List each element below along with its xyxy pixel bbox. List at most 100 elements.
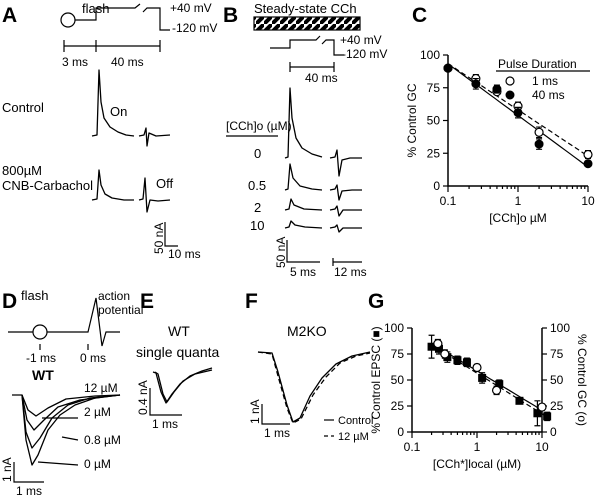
row-control-label: Control — [2, 100, 44, 115]
legend-title: Pulse Duration — [498, 57, 577, 71]
trace-b-2-on — [284, 198, 323, 211]
y-axis-label: % Control EPSC (■) — [369, 326, 383, 433]
conc-label-d-0: 0 µM — [84, 457, 111, 471]
control-off-trace — [138, 127, 171, 147]
data-point-open-circle — [433, 339, 443, 349]
time-short-label: 3 ms — [62, 55, 88, 69]
flash-circle-icon — [60, 12, 76, 28]
voltage-neg-label: -120 mV — [172, 21, 217, 35]
y-tick-label-right: 75 — [550, 347, 564, 361]
time-bracket — [63, 40, 161, 52]
voltage-protocol-trace — [75, 3, 170, 31]
wt-label-d: WT — [32, 367, 54, 383]
trace-b-1-off — [329, 184, 362, 201]
y-tick-label: 50 — [427, 114, 441, 128]
panel-label-c: C — [412, 4, 427, 27]
y-tick-label-right: 25 — [550, 399, 564, 413]
conc-label-1: 0.5 — [248, 178, 266, 193]
data-point-filled-square — [462, 358, 471, 367]
conc-label-d-2: 2 µM — [84, 405, 111, 419]
trace-b-0-on — [284, 87, 323, 159]
panel-label-b: B — [223, 4, 238, 27]
x-tick-label: 10 — [581, 194, 595, 208]
panel-a: A flash +40 mV -120 mV 3 ms 40 ms Contro… — [2, 1, 217, 261]
data-point-filled-square — [533, 409, 542, 418]
scale-y-label: 50 nA — [152, 223, 166, 254]
data-point-filled-circle — [443, 63, 453, 73]
legend-label: 40 ms — [532, 88, 565, 102]
scale-y-label-d: 1 nA — [0, 457, 14, 482]
data-point-filled-circle — [471, 79, 481, 89]
y-tick-label-right: 100 — [550, 321, 570, 335]
data-point-open-circle — [440, 349, 450, 359]
y-tick-label: 100 — [420, 48, 440, 62]
voltage-neg-label-b: -120 mV — [342, 47, 387, 61]
trace-f-control — [257, 351, 371, 423]
scale-x1-label-b: 5 ms — [290, 265, 316, 279]
y-tick-label: 0 — [433, 179, 440, 193]
trace-b-3-off — [329, 224, 362, 233]
flash-label-d: flash — [21, 288, 48, 303]
data-point-filled-circle — [513, 108, 523, 118]
conc-label-d-08: 0.8 µM — [84, 433, 121, 447]
arrow-lines-d — [37, 417, 79, 466]
conc-label-3: 10 — [250, 218, 264, 233]
legend-marker-open-circle — [505, 76, 515, 86]
y-tick-label: 25 — [427, 146, 441, 160]
scale-bar-b — [286, 240, 362, 266]
time-long-label-b: 40 ms — [305, 71, 338, 85]
panel-c: C 0 25 50 75 100 0.1 1 10 [CCh]o µM % Control GC P… — [405, 4, 595, 225]
single-quanta-label: single quanta — [136, 344, 220, 360]
time-long-label: 40 ms — [111, 55, 144, 69]
x-tick-label: 1 — [515, 194, 522, 208]
data-point-filled-circle — [492, 84, 502, 94]
x-tick-label: 10 — [535, 440, 549, 454]
y-tick-label: 75 — [427, 81, 441, 95]
y-tick-label: 50 — [391, 373, 405, 387]
data-point-filled-square — [427, 342, 436, 351]
steady-state-title: Steady-state CCh — [254, 1, 357, 16]
y-tick-label: 0 — [397, 425, 404, 439]
voltage-pos-label-b: +40 mV — [340, 33, 382, 47]
ap-label-2: potential — [98, 303, 143, 317]
conc-label-d-12: 12 µM — [84, 381, 118, 395]
fit-curve-filled-square — [431, 344, 548, 418]
action-potential-trace — [8, 297, 120, 347]
data-point-filled-square — [453, 356, 462, 365]
voltage-protocol-trace-b — [270, 35, 344, 56]
trace-d-2 — [21, 394, 121, 431]
t-neg-label: -1 ms — [26, 351, 56, 365]
chart-c: 0 25 50 75 100 0.1 1 10 [CCh]o µM % Control GC Pul… — [405, 48, 595, 225]
scale-x-label-e: 1 ms — [152, 417, 178, 431]
data-point-filled-circle — [583, 159, 593, 169]
row-cnb-label-1: 800µM — [2, 163, 42, 178]
y-tick-label-right: 0 — [550, 425, 557, 439]
x-axis-label: [CCh]o µM — [489, 211, 547, 225]
legend-marker-filled-circle — [505, 90, 515, 100]
panel-label-a: A — [2, 4, 17, 27]
data-point-open-circle — [537, 402, 547, 412]
legend-12uM-label: 12 µM — [338, 431, 369, 443]
trace-d-12 — [21, 394, 121, 417]
data-point-filled-square — [478, 373, 487, 382]
data-point-filled-square — [543, 412, 552, 421]
panel-e: E WT single quanta 0.4 nA 1 ms — [136, 290, 220, 431]
scale-bar-e — [149, 388, 182, 416]
data-point-open-circle — [534, 127, 544, 137]
y-tick-label: 100 — [384, 321, 404, 335]
panel-g: G 0 0 25 25 50 50 75 75 100 100 0.1 1 10 [CCh*]local … — [368, 290, 589, 471]
y-tick-label-right: 50 — [550, 373, 564, 387]
ap-label-1: action — [98, 289, 130, 303]
data-point-filled-circle — [534, 139, 544, 149]
data-point-open-circle — [491, 385, 502, 395]
trace-b-3-on — [284, 220, 323, 229]
data-point-filled-square — [495, 380, 504, 389]
legend-control-label: Control — [338, 415, 373, 427]
trace-e-1 — [152, 367, 213, 404]
panel-d: D flash action potential -1 ms 0 ms WT 1… — [0, 288, 143, 498]
conc-label-0: 0 — [254, 146, 261, 161]
panel-label-f: F — [245, 290, 258, 313]
off-label: Off — [156, 176, 173, 191]
data-point-open-circle — [472, 362, 482, 373]
